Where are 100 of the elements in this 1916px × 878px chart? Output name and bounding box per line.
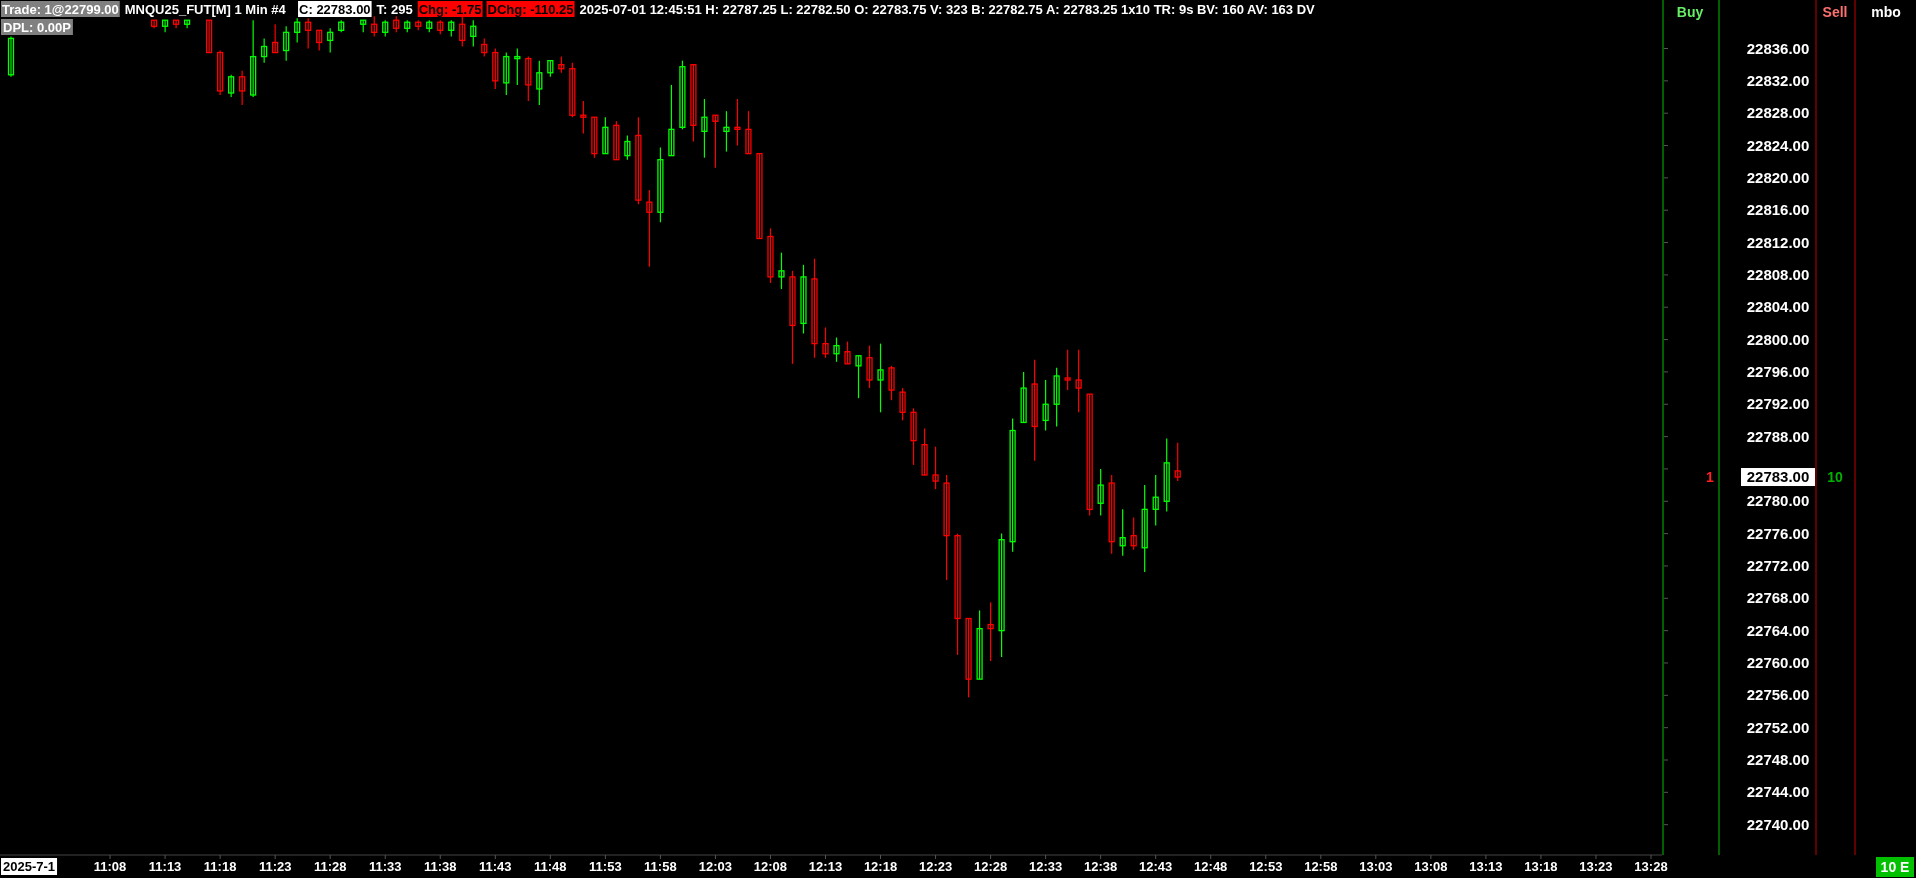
x-tick-label: 11:23 bbox=[258, 859, 292, 874]
x-tick-label: 12:23 bbox=[918, 859, 953, 874]
candlestick bbox=[1086, 393, 1093, 517]
x-tick-label: 11:08 bbox=[93, 859, 127, 874]
y-tick-label: 22764.00 bbox=[1746, 621, 1810, 639]
candlestick bbox=[305, 17, 312, 50]
x-tick-label: 11:33 bbox=[368, 859, 402, 874]
candlestick bbox=[217, 49, 224, 96]
candlestick bbox=[503, 51, 510, 96]
candlestick bbox=[283, 25, 290, 62]
candlestick bbox=[690, 64, 697, 143]
text: 10 bbox=[1827, 469, 1843, 486]
candlestick bbox=[1020, 371, 1027, 424]
annotation: C: 22783.00 bbox=[299, 2, 371, 17]
candlestick bbox=[976, 609, 983, 680]
x-tick-label: 12:53 bbox=[1249, 859, 1283, 874]
candlestick bbox=[624, 134, 631, 161]
candlestick bbox=[7, 35, 15, 78]
candlestick bbox=[811, 258, 818, 359]
candlestick bbox=[536, 60, 543, 106]
y-tick-label: 22756.00 bbox=[1746, 686, 1810, 704]
candlestick bbox=[756, 152, 763, 240]
candlestick bbox=[1174, 442, 1181, 482]
candlestick bbox=[723, 110, 730, 153]
x-tick-label: 11:58 bbox=[644, 859, 677, 874]
x-tick-label: 11:53 bbox=[589, 859, 622, 874]
y-tick-label: 22824.00 bbox=[1746, 136, 1810, 154]
y-tick-label: 22772.00 bbox=[1746, 556, 1810, 574]
y-tick-label: 22768.00 bbox=[1746, 589, 1810, 607]
candlestick bbox=[987, 601, 994, 662]
candlestick bbox=[150, 19, 158, 29]
candlestick bbox=[657, 146, 664, 223]
x-tick-label: 11:48 bbox=[534, 859, 567, 874]
candlestick bbox=[591, 116, 598, 159]
y-tick-label: 22760.00 bbox=[1746, 653, 1810, 671]
x-tick-label: 12:08 bbox=[753, 859, 788, 874]
x-tick-label: 12:18 bbox=[863, 859, 898, 874]
text: Buy bbox=[1676, 4, 1704, 20]
text: mbo bbox=[1871, 4, 1901, 20]
candlestick bbox=[272, 23, 279, 54]
candlestick bbox=[866, 345, 873, 389]
candlestick bbox=[481, 37, 488, 58]
text: 2025-7-1 bbox=[3, 859, 56, 874]
x-tick-label: 12:48 bbox=[1194, 859, 1228, 874]
x-tick-label: 13:23 bbox=[1579, 859, 1613, 874]
x-tick-label: 13:18 bbox=[1524, 859, 1558, 874]
candlestick bbox=[1075, 349, 1082, 413]
candlestick bbox=[1130, 516, 1137, 551]
candlestick bbox=[778, 252, 785, 290]
annotation: Trade: 1@22799.00 bbox=[2, 2, 119, 17]
x-tick-label: 12:33 bbox=[1029, 859, 1063, 874]
x-tick-label: 11:13 bbox=[148, 859, 182, 874]
y-tick-label: 22832.00 bbox=[1746, 71, 1810, 89]
candlestick bbox=[525, 56, 532, 102]
x-tick-label: 13:03 bbox=[1359, 859, 1393, 874]
x-tick-label: 11:43 bbox=[479, 859, 512, 874]
candlestick bbox=[910, 407, 917, 466]
candlestick bbox=[206, 19, 213, 54]
annotation: 2025-07-01 12:45:51 H: 22787.25 L: 22782.50 O: 22783.75 V: 323 B: 22782.75 A: 22783.25 1x10 TR: 9s BV: 160 AV: 163 DV bbox=[579, 2, 1316, 17]
y-tick-label: 22804.00 bbox=[1746, 298, 1810, 316]
candlestick bbox=[1064, 349, 1071, 391]
candlestick bbox=[844, 341, 851, 365]
y-tick-label: 22816.00 bbox=[1746, 201, 1810, 219]
x-tick-label: 11:18 bbox=[203, 859, 237, 874]
candlestick bbox=[679, 60, 686, 130]
candlestick bbox=[228, 74, 235, 98]
x-tick-label: 13:13 bbox=[1469, 859, 1503, 874]
y-tick-label: 22744.00 bbox=[1746, 783, 1810, 801]
candlestick bbox=[294, 17, 301, 44]
candlestick bbox=[899, 387, 906, 422]
x-tick-label: 12:28 bbox=[973, 859, 1008, 874]
text: 22783.00 bbox=[1746, 468, 1810, 486]
y-tick-label: 22828.00 bbox=[1746, 104, 1810, 122]
text: 1 bbox=[1706, 469, 1715, 486]
y-tick-label: 22740.00 bbox=[1746, 815, 1810, 833]
annotation: DChg: -110.25 bbox=[487, 2, 574, 17]
candlestick bbox=[1097, 468, 1104, 517]
candlestick bbox=[767, 227, 774, 284]
annotation: MNQU25_FUT[M] 1 Min #4 bbox=[124, 2, 287, 17]
candlestick bbox=[822, 326, 829, 359]
x-tick-label: 12:03 bbox=[698, 859, 733, 874]
candlestick bbox=[800, 264, 807, 335]
y-tick-label: 22776.00 bbox=[1746, 524, 1810, 542]
candlestick bbox=[261, 37, 268, 64]
candlestick bbox=[470, 19, 477, 48]
candlestick bbox=[943, 474, 950, 581]
candlestick bbox=[668, 84, 675, 157]
candlestick bbox=[965, 617, 972, 698]
x-tick-label: 12:58 bbox=[1304, 859, 1338, 874]
candlestick bbox=[371, 15, 378, 37]
candlestick bbox=[250, 19, 257, 98]
x-tick-label: 12:38 bbox=[1084, 859, 1118, 874]
candlestick bbox=[1152, 474, 1159, 527]
candlestick bbox=[921, 427, 928, 476]
candlestick bbox=[1042, 379, 1049, 432]
y-tick-label: 22836.00 bbox=[1746, 39, 1810, 57]
y-tick-label: 22780.00 bbox=[1746, 492, 1810, 510]
candlestick bbox=[1163, 438, 1170, 512]
y-tick-label: 22800.00 bbox=[1746, 330, 1810, 348]
candlestick bbox=[613, 120, 620, 161]
